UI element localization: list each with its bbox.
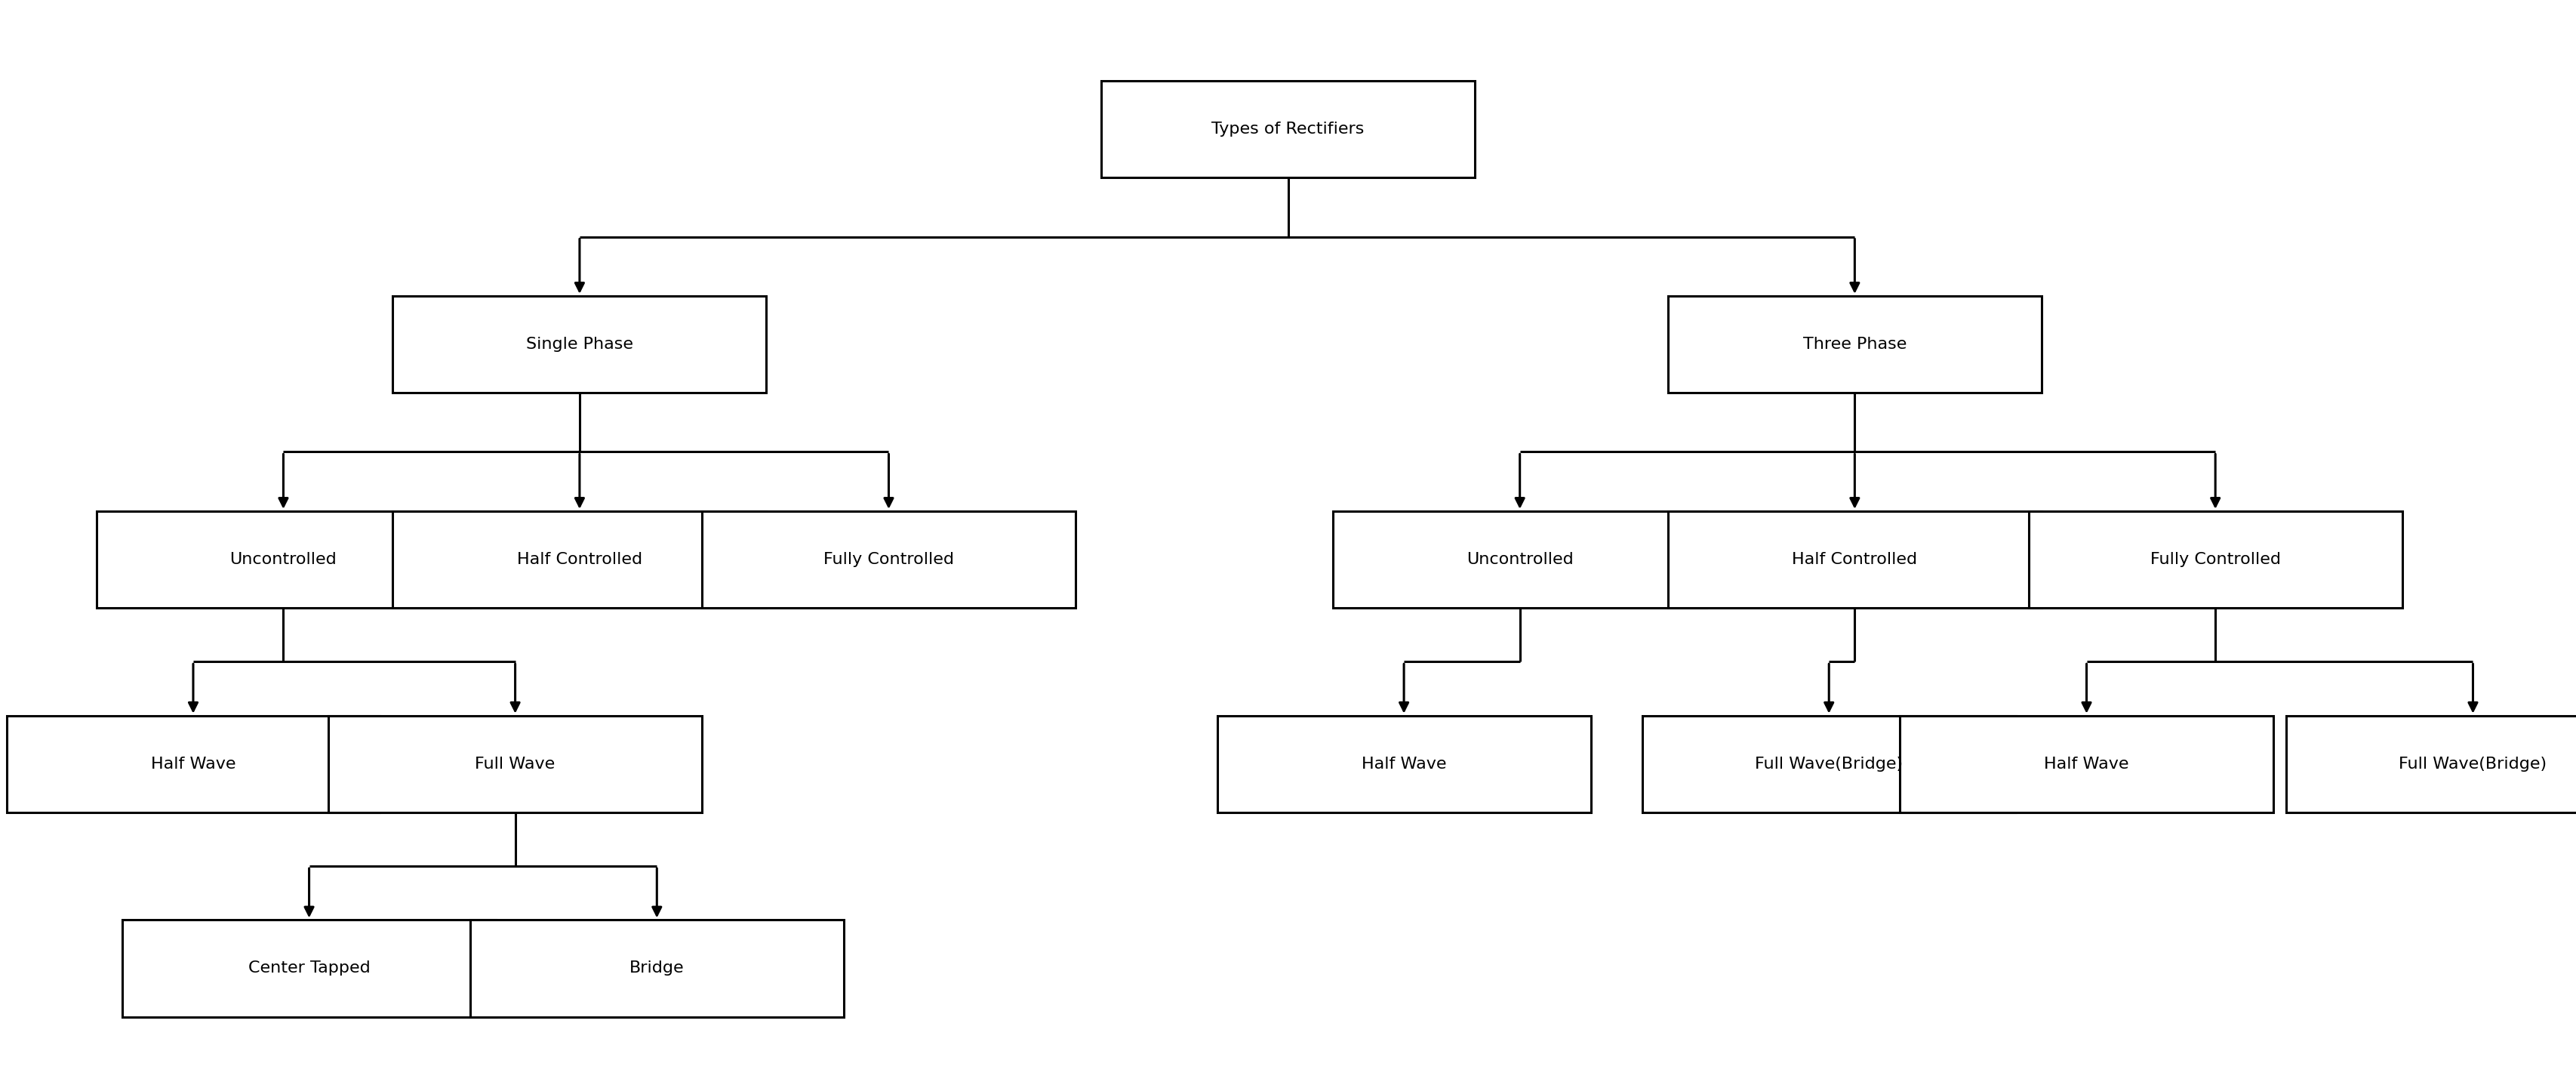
FancyBboxPatch shape (8, 716, 381, 812)
FancyBboxPatch shape (1334, 511, 1705, 608)
Text: Three Phase: Three Phase (1803, 337, 1906, 352)
Text: Half Controlled: Half Controlled (518, 552, 641, 567)
FancyBboxPatch shape (1643, 716, 2014, 812)
Text: Full Wave(Bridge): Full Wave(Bridge) (1754, 756, 1904, 771)
Text: Full Wave: Full Wave (474, 756, 556, 771)
FancyBboxPatch shape (1667, 511, 2040, 608)
Text: Half Controlled: Half Controlled (1793, 552, 1917, 567)
Text: Full Wave(Bridge): Full Wave(Bridge) (2398, 756, 2548, 771)
FancyBboxPatch shape (1901, 716, 2275, 812)
Text: Types of Rectifiers: Types of Rectifiers (1211, 122, 1365, 137)
Text: Fully Controlled: Fully Controlled (2151, 552, 2280, 567)
Text: Uncontrolled: Uncontrolled (1466, 552, 1574, 567)
FancyBboxPatch shape (701, 511, 1077, 608)
FancyBboxPatch shape (469, 920, 845, 1017)
FancyBboxPatch shape (124, 920, 495, 1017)
FancyBboxPatch shape (330, 716, 701, 812)
Text: Center Tapped: Center Tapped (247, 961, 371, 976)
Text: Half Wave: Half Wave (152, 756, 234, 771)
FancyBboxPatch shape (1667, 296, 2040, 393)
FancyBboxPatch shape (1103, 81, 1473, 178)
Text: Bridge: Bridge (629, 961, 685, 976)
Text: Single Phase: Single Phase (526, 337, 634, 352)
FancyBboxPatch shape (394, 511, 768, 608)
FancyBboxPatch shape (2030, 511, 2401, 608)
Text: Half Wave: Half Wave (2045, 756, 2128, 771)
FancyBboxPatch shape (2287, 716, 2576, 812)
FancyBboxPatch shape (394, 296, 768, 393)
Text: Half Wave: Half Wave (1363, 756, 1445, 771)
FancyBboxPatch shape (98, 511, 469, 608)
Text: Uncontrolled: Uncontrolled (229, 552, 337, 567)
FancyBboxPatch shape (1218, 716, 1592, 812)
Text: Fully Controlled: Fully Controlled (824, 552, 953, 567)
